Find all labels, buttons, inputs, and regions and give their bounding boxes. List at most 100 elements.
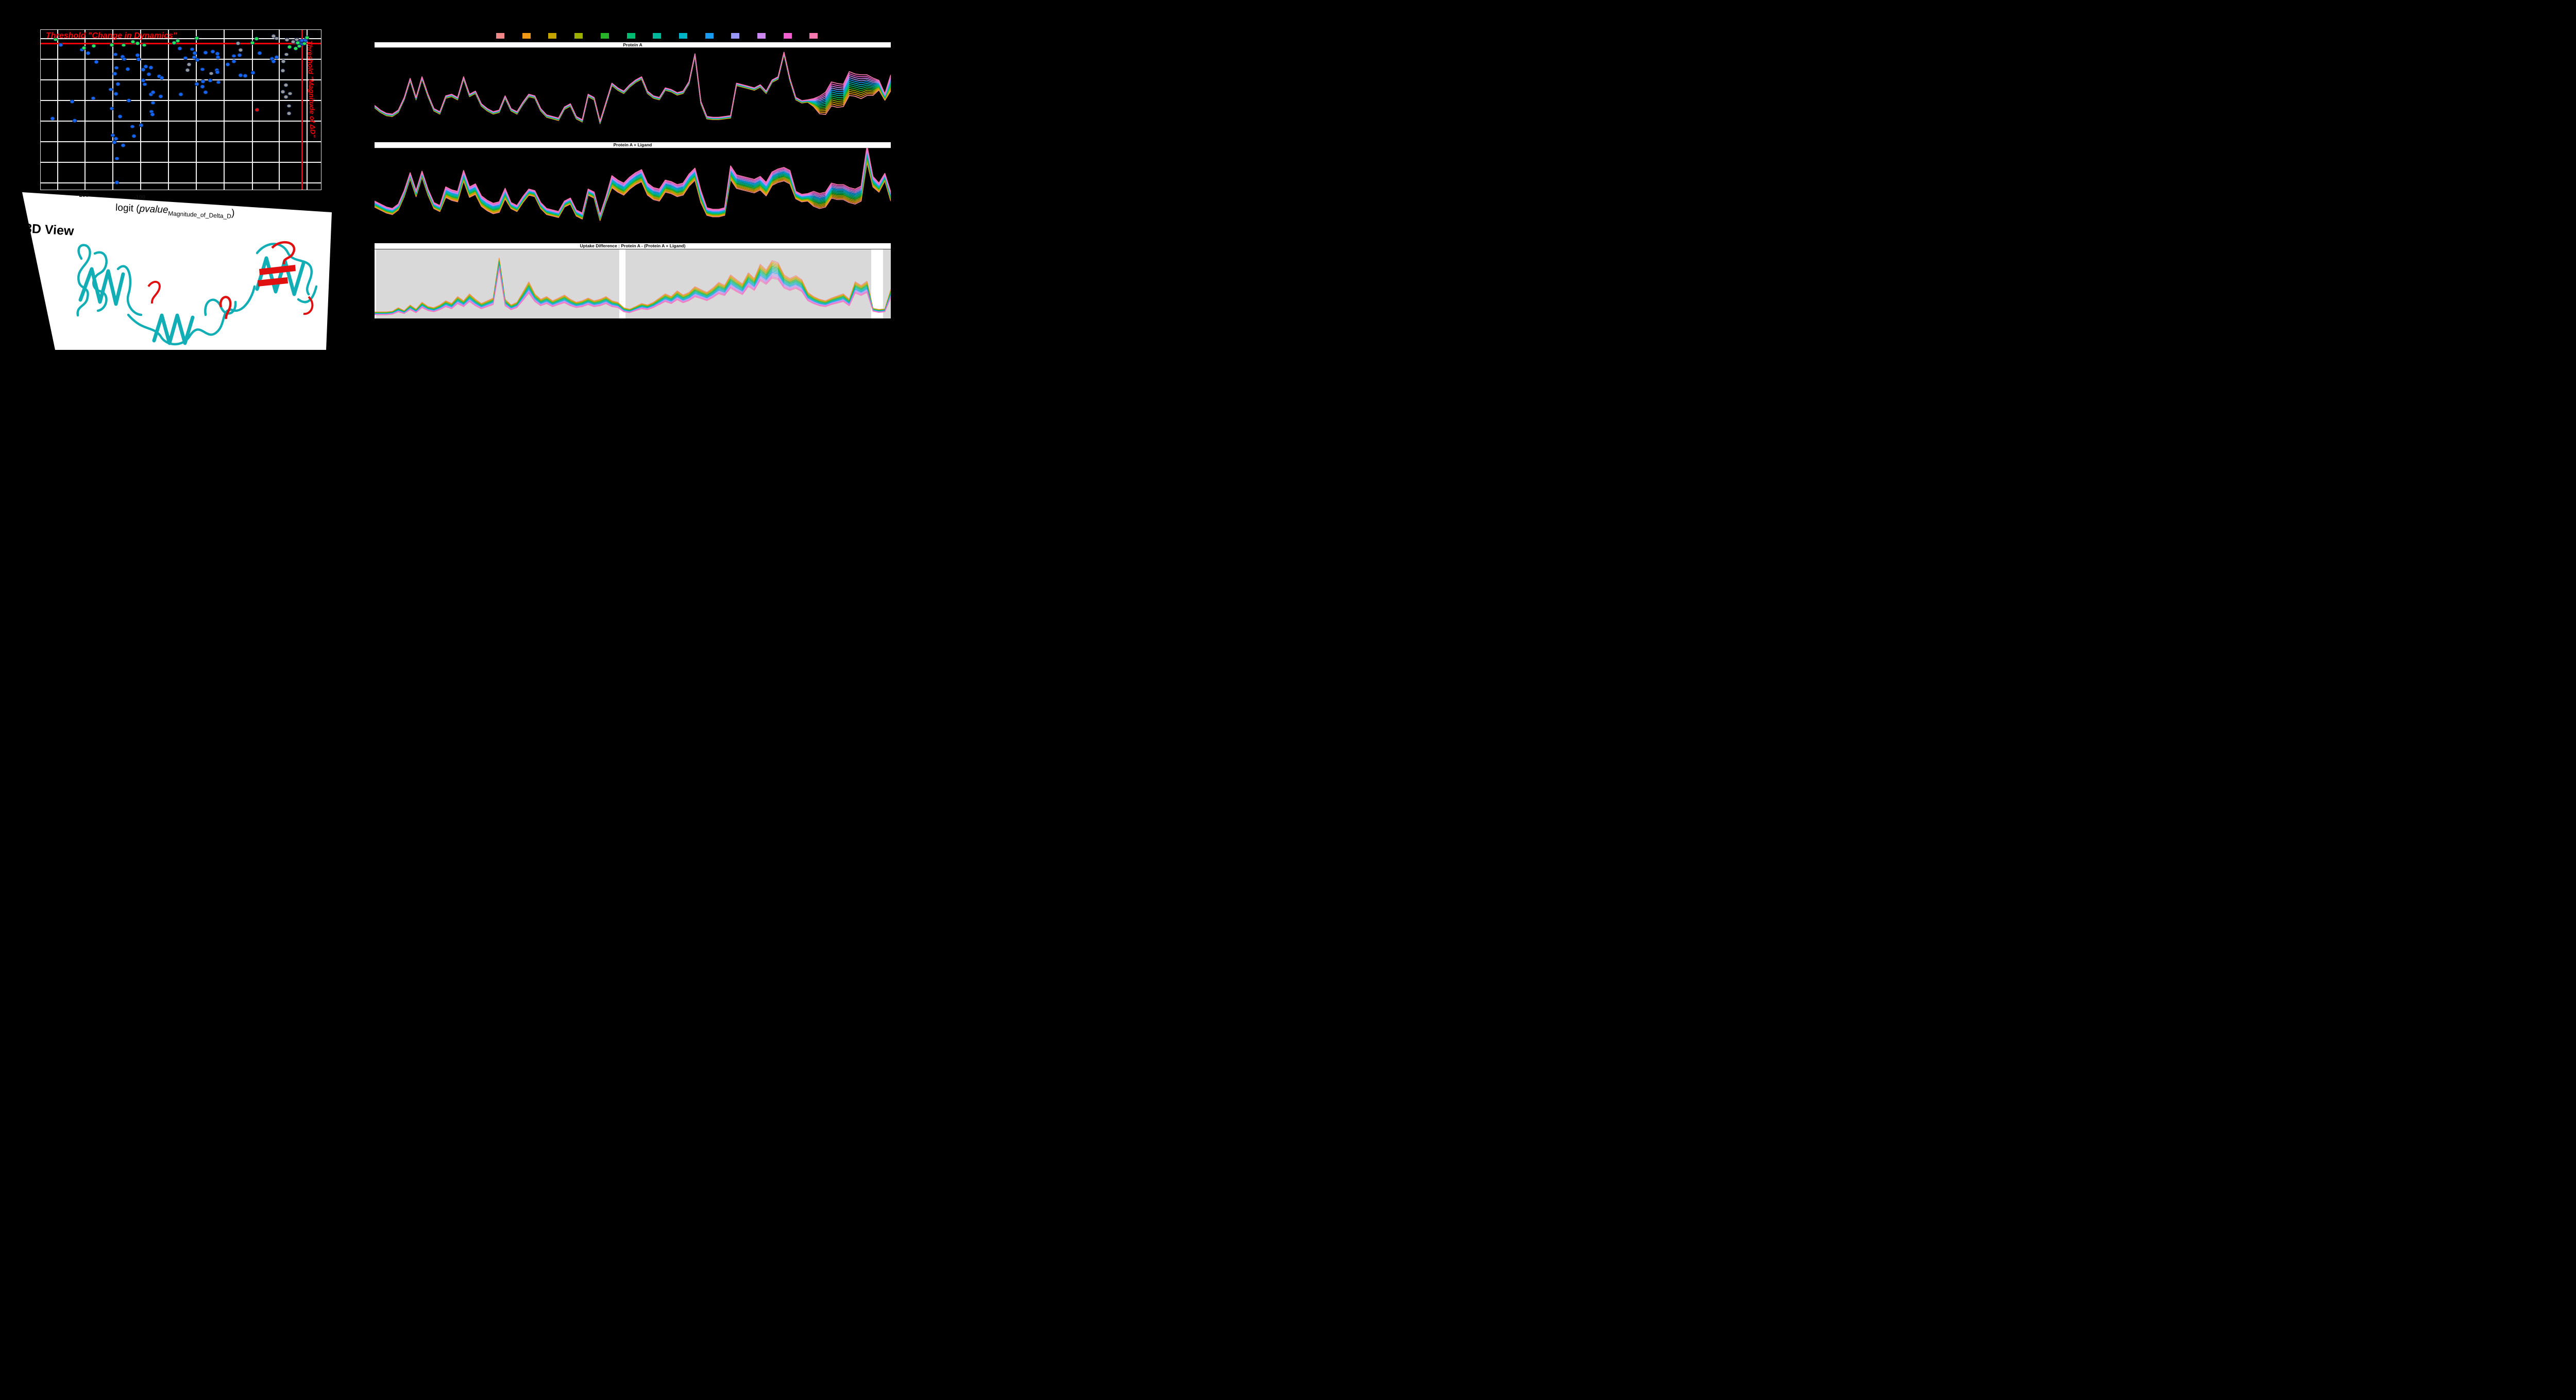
peptide-point-no-significant-change[interactable] — [203, 90, 208, 94]
peptide-point-change-in-dynamics[interactable] — [81, 46, 87, 50]
peptide-point-no-significant-change[interactable] — [91, 96, 96, 100]
uptake-series-6[interactable] — [375, 53, 891, 123]
peptide-point-no-significant-change[interactable] — [110, 133, 115, 138]
peptide-point-no-significant-change[interactable] — [72, 119, 77, 123]
legend-swatch-timepoint-2[interactable] — [522, 33, 531, 39]
peptide-point-no-significant-change[interactable] — [112, 72, 117, 76]
peptide-point-no-significant-change[interactable] — [231, 54, 236, 58]
peptide-point-no-significant-change[interactable] — [237, 53, 242, 58]
peptide-point-not-reliable-gray[interactable] — [284, 38, 290, 42]
uptake-series-13[interactable] — [375, 148, 891, 215]
uptake-series-4[interactable] — [375, 157, 891, 220]
peptide-point-no-significant-change[interactable] — [150, 100, 156, 105]
peptide-point-not-reliable-gray[interactable] — [286, 104, 292, 108]
peptide-point-no-significant-change[interactable] — [121, 143, 126, 147]
peptide-point-no-significant-change[interactable] — [238, 73, 243, 78]
peptide-point-change-in-dynamics[interactable] — [254, 37, 259, 41]
uptake-series-3[interactable] — [375, 159, 891, 220]
peptide-point-no-significant-change[interactable] — [215, 70, 220, 75]
peptide-point-not-reliable-gray[interactable] — [271, 34, 276, 38]
peptide-point-change-in-dynamics[interactable] — [130, 39, 135, 44]
uptake-series-3[interactable] — [375, 54, 891, 124]
peptide-point-change-in-dynamics[interactable] — [142, 43, 147, 47]
legend-swatch-timepoint-3[interactable] — [548, 33, 557, 39]
peptide-point-no-significant-change[interactable] — [114, 180, 120, 185]
peptide-point-not-reliable-gray[interactable] — [284, 52, 289, 57]
uptake-series-7[interactable] — [375, 53, 891, 123]
uptake-series-2[interactable] — [375, 54, 891, 124]
uptake-series-1[interactable] — [375, 54, 891, 124]
peptide-point-no-significant-change[interactable] — [208, 78, 213, 82]
peptide-point-no-significant-change[interactable] — [135, 53, 140, 58]
legend-swatch-timepoint-6[interactable] — [626, 33, 635, 39]
peptide-point-no-significant-change[interactable] — [190, 47, 195, 52]
peptide-point-no-significant-change[interactable] — [94, 60, 98, 64]
peptide-point-no-significant-change[interactable] — [148, 65, 154, 70]
peptide-point-change-in-dynamics[interactable] — [304, 36, 310, 40]
peptide-point-no-significant-change[interactable] — [122, 57, 127, 61]
peptide-point-no-significant-change[interactable] — [114, 156, 120, 161]
peptide-point-no-significant-change[interactable] — [126, 98, 131, 103]
peptide-point-change-in-dynamics[interactable] — [121, 43, 126, 47]
peptide-point-change-in-dynamics[interactable] — [53, 37, 58, 42]
peptide-point-no-significant-change[interactable] — [112, 140, 117, 145]
peptide-point-change-in-dynamics[interactable] — [250, 41, 255, 45]
peptide-point-not-reliable-gray[interactable] — [294, 37, 299, 42]
peptide-point-no-significant-change[interactable] — [203, 50, 208, 55]
peptide-point-no-significant-change[interactable] — [195, 58, 200, 62]
peptide-point-no-significant-change[interactable] — [200, 85, 205, 89]
peptide-point-no-significant-change[interactable] — [70, 99, 75, 104]
peptide-point-change-in-dynamics[interactable] — [194, 36, 199, 40]
uptake-chart-protein-a-ligand[interactable] — [375, 148, 891, 241]
uptake-series-10[interactable] — [375, 52, 891, 123]
peptide-point-not-reliable-gray[interactable] — [238, 48, 243, 53]
peptide-point-not-reliable-gray[interactable] — [280, 69, 285, 73]
peptide-point-not-reliable-gray[interactable] — [287, 91, 293, 96]
peptide-point-change-in-dynamics[interactable] — [287, 44, 292, 49]
peptide-point-not-reliable-gray[interactable] — [235, 41, 241, 45]
peptide-point-no-significant-change[interactable] — [225, 62, 230, 66]
peptide-point-no-significant-change[interactable] — [139, 123, 144, 127]
peptide-point-change-in-dynamics[interactable] — [175, 39, 180, 43]
uptake-series-13[interactable] — [375, 52, 891, 122]
uptake-series-5[interactable] — [375, 156, 891, 219]
peptide-point-no-significant-change[interactable] — [200, 79, 206, 84]
peptide-point-not-reliable-gray[interactable] — [187, 62, 192, 66]
uptake-series-4[interactable] — [375, 53, 891, 124]
legend-swatch-timepoint-4[interactable] — [574, 33, 583, 39]
peptide-point-no-significant-change[interactable] — [141, 68, 146, 72]
peptide-point-no-significant-change[interactable] — [177, 46, 182, 50]
peptide-point-not-reliable-gray[interactable] — [280, 90, 285, 94]
volcano-plot[interactable]: Threshold "Change in Dynamics" Threshold… — [40, 29, 321, 190]
peptide-point-no-significant-change[interactable] — [250, 71, 256, 75]
peptide-point-no-significant-change[interactable] — [115, 82, 121, 86]
peptide-point-no-significant-change[interactable] — [215, 55, 221, 59]
peptide-point-no-significant-change[interactable] — [143, 64, 148, 69]
peptide-point-change-in-dynamics[interactable] — [293, 46, 298, 51]
peptide-point-no-significant-change[interactable] — [58, 43, 63, 47]
threshold-magnitude-line[interactable] — [301, 30, 303, 190]
peptide-point-no-significant-change[interactable] — [50, 116, 55, 121]
peptide-point-no-significant-change[interactable] — [271, 59, 276, 64]
threshold-dynamics-line[interactable] — [41, 43, 321, 45]
peptide-point-not-reliable-gray[interactable] — [274, 36, 279, 41]
uptake-series-9[interactable] — [375, 264, 891, 314]
peptide-point-no-significant-change[interactable] — [150, 90, 156, 95]
legend-swatch-timepoint-11[interactable] — [757, 33, 766, 39]
peptide-point-no-significant-change[interactable] — [86, 51, 91, 56]
protein-ribbon-viewer[interactable] — [50, 237, 326, 348]
legend-swatch-timepoint-1[interactable] — [496, 33, 504, 39]
peptide-point-no-significant-change[interactable] — [142, 82, 147, 87]
peptide-point-no-significant-change[interactable] — [231, 59, 236, 64]
uptake-series-5[interactable] — [375, 53, 891, 124]
peptide-point-change-in-dynamics[interactable] — [302, 41, 307, 46]
uptake-chart-protein-a[interactable] — [375, 47, 891, 139]
peptide-point-not-reliable-gray[interactable] — [185, 68, 190, 72]
peptide-point-change-in-dynamics[interactable] — [135, 41, 140, 45]
uptake-series-11[interactable] — [375, 52, 891, 122]
uptake-series-9[interactable] — [375, 52, 891, 123]
peptide-point-no-significant-change[interactable] — [131, 134, 137, 139]
uptake-difference-chart[interactable] — [375, 249, 891, 318]
peptide-point-no-significant-change[interactable] — [178, 92, 183, 96]
peptide-point-no-significant-change[interactable] — [257, 51, 262, 56]
